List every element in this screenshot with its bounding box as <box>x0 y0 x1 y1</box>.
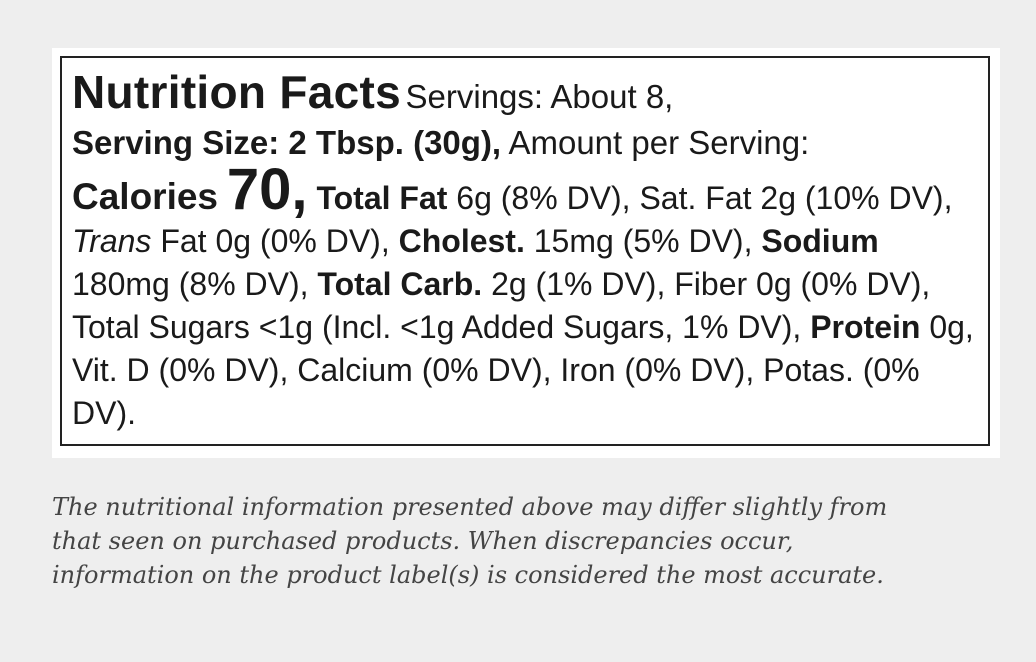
nutrient-segment: 6g (8% DV), Sat. Fat 2g (10% DV), <box>456 180 953 216</box>
serving-row: Serving Size: 2 Tbsp. (30g), Amount per … <box>72 118 978 168</box>
disclaimer: The nutritional information presented ab… <box>52 490 887 592</box>
nutrient-segment: Trans <box>72 223 152 259</box>
disclaimer-line: The nutritional information presented ab… <box>52 493 888 521</box>
nutrient-text: Calories 70, Total Fat 6g (8% DV), Sat. … <box>72 161 978 435</box>
nutrient-segment: Cholest. <box>398 223 525 259</box>
label-card: Nutrition Facts Servings: About 8, Servi… <box>52 48 1000 458</box>
calories-label: Calories <box>72 176 219 217</box>
disclaimer-line: that seen on purchased products. When di… <box>52 527 794 555</box>
nutrient-segment: Total Carb. <box>317 266 483 302</box>
disclaimer-line: information on the product label(s) is c… <box>52 561 884 589</box>
nutrient-segment: Sodium <box>761 223 879 259</box>
amount-per-serving: Amount per Serving: <box>508 124 810 161</box>
nutrient-segment: 180mg (8% DV), <box>72 266 309 302</box>
label-title: Nutrition Facts <box>72 66 402 118</box>
nutrient-segment: 15mg (5% DV), <box>533 223 753 259</box>
label-header: Nutrition Facts Servings: About 8, <box>72 66 978 118</box>
nutrient-segment: 0g, Vit. D (0% DV), Calcium (0% DV), Iro… <box>72 309 974 431</box>
nutrition-label: Nutrition Facts Servings: About 8, Servi… <box>60 56 990 446</box>
nutrient-segment: Total Fat <box>316 180 448 216</box>
nutrient-segment: Fat 0g (0% DV), <box>160 223 390 259</box>
serving-size: Serving Size: 2 Tbsp. (30g), <box>72 124 502 161</box>
nutrient-segment: Protein <box>810 309 921 345</box>
nutrient-segment: 2g (1% DV), Fiber 0g (0% DV), Total Suga… <box>72 266 931 345</box>
calories-value: 70, <box>226 157 308 222</box>
servings: Servings: About 8, <box>405 78 674 115</box>
